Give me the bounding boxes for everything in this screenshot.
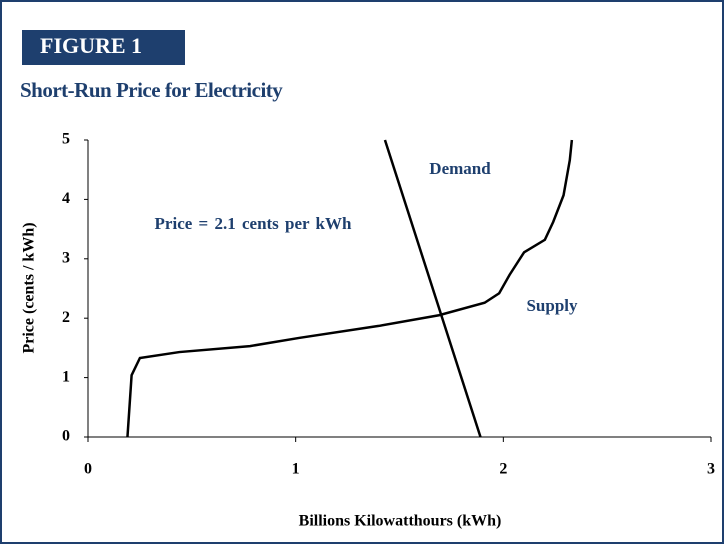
x-tick-label: 2	[499, 461, 507, 478]
figure-label: FIGURE 1	[40, 33, 142, 58]
series-line	[126, 139, 574, 438]
y-tick-label: 5	[62, 131, 70, 148]
x-tick-label: 1	[292, 461, 300, 478]
y-tick-label: 3	[62, 249, 70, 266]
chart-title: Short-Run Price for Electricity	[20, 78, 283, 102]
x-tick-label: 0	[84, 461, 92, 478]
y-tick-label: 1	[62, 368, 70, 385]
y-tick-label: 4	[62, 190, 70, 207]
annotation: Demand	[429, 159, 491, 178]
series-line	[383, 139, 482, 438]
y-tick-label: 2	[62, 309, 70, 326]
annotation: Price = 2.1 cents per kWh	[155, 214, 352, 233]
annotation: Supply	[526, 296, 578, 315]
y-axis-label: Price (cents / kWh)	[21, 222, 38, 353]
x-tick-label: 3	[707, 461, 715, 478]
y-tick-label: 0	[62, 428, 70, 445]
figure-label-box	[22, 30, 185, 65]
x-axis-label: Billions Kilowatthours (kWh)	[299, 513, 502, 530]
